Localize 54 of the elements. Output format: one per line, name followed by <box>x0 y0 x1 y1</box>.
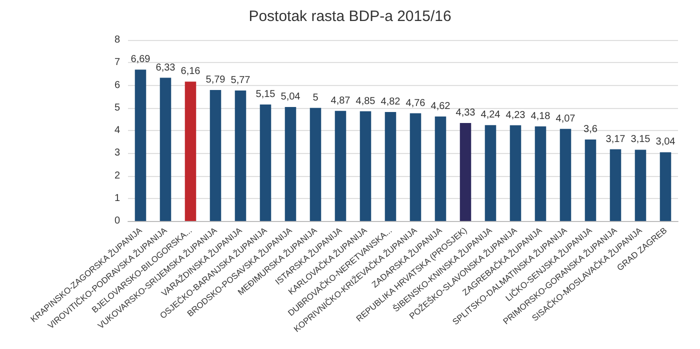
bar <box>634 150 646 221</box>
data-label: 6,69 <box>130 54 151 66</box>
data-label: 4,85 <box>356 96 376 107</box>
data-label: 4,33 <box>456 108 476 119</box>
data-label: 3,15 <box>630 134 651 146</box>
bar <box>284 106 296 221</box>
bar <box>610 149 622 221</box>
y-tick-label: 6 <box>114 80 120 91</box>
bar <box>184 82 196 221</box>
data-label: 5,04 <box>280 91 301 102</box>
bar <box>434 116 446 221</box>
data-label: 4,18 <box>530 110 551 122</box>
bar <box>384 112 396 221</box>
y-tick-label: 8 <box>114 34 120 46</box>
bar <box>134 70 146 221</box>
data-label: 4,62 <box>430 100 451 112</box>
data-label: 5,77 <box>230 74 251 86</box>
data-label: 6,16 <box>180 66 201 78</box>
bar <box>334 110 346 221</box>
bar <box>584 140 596 221</box>
data-label: 4,23 <box>506 110 526 121</box>
bar <box>410 113 422 221</box>
bar <box>360 111 372 221</box>
bar <box>660 152 672 221</box>
data-label: 3,6 <box>584 124 598 136</box>
y-tick-label: 5 <box>114 102 120 114</box>
bar <box>534 126 546 221</box>
y-tick-label: 3 <box>114 148 120 159</box>
data-label: 5 <box>312 92 319 104</box>
y-tick-label: 4 <box>114 125 120 136</box>
y-tick-label: 1 <box>114 192 120 204</box>
bar <box>160 78 172 221</box>
data-label: 4,07 <box>556 113 576 124</box>
bar <box>260 104 272 221</box>
y-tick-label: 7 <box>114 57 120 68</box>
data-label: 4,82 <box>380 96 401 108</box>
data-label: 6,33 <box>156 62 176 74</box>
bar <box>234 90 246 221</box>
bar <box>484 125 496 221</box>
bar <box>460 123 472 221</box>
y-tick-label: 2 <box>114 170 120 182</box>
data-label: 3,04 <box>656 136 676 148</box>
bar <box>510 125 522 221</box>
bar <box>560 128 572 221</box>
data-label: 3,17 <box>606 134 626 145</box>
bar <box>210 90 222 221</box>
data-label: 5,79 <box>206 74 226 86</box>
data-label: 4,76 <box>406 98 426 109</box>
y-tick-label: 0 <box>114 216 120 226</box>
data-label: 4,87 <box>330 95 351 106</box>
data-label: 5,15 <box>256 88 276 100</box>
chart-title: Postotak rasta BDP-a 2015/16 <box>248 8 452 25</box>
data-label: 4,24 <box>480 110 501 121</box>
bar <box>310 108 322 221</box>
